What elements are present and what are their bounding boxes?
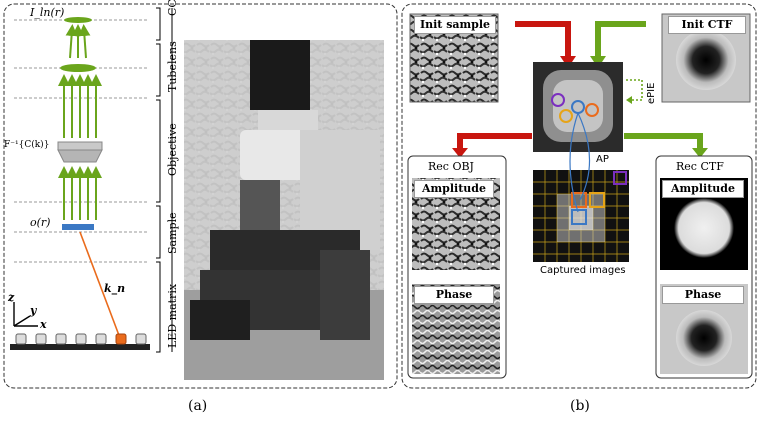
amplitude-ctf-title: Amplitude [662,180,744,198]
k-vector [79,231,121,339]
pupil-label: F⁻¹{C(k)} [4,140,50,150]
amplitude-obj-title: Amplitude [414,180,494,198]
axis-x-label: x [40,318,47,331]
rec-ctf-amplitude [674,198,734,258]
section-objective: Objective [166,123,179,176]
phase-obj-title: Phase [414,286,494,304]
axis-z-label: z [8,291,15,304]
ap-label: AP [596,154,609,165]
led-board [10,344,150,350]
object-label: o(r) [30,216,51,229]
section-ccd: CCD [166,0,179,16]
k-label: k_n [104,282,126,295]
epie-label: ePIE [646,82,657,104]
init-ctf-title: Init CTF [668,16,746,34]
objective-top [57,141,103,151]
caption-b: (b) [570,398,590,414]
ccd-ellipse [64,17,92,23]
axis-y-label: y [30,304,37,317]
rec-ctf-title: Rec CTF [676,160,724,173]
sample-slab [62,224,94,230]
rec-obj-title: Rec OBJ [428,160,474,173]
objective-body [57,149,103,163]
tubelens [60,64,96,72]
intensity-label: I_ln(r) [30,6,65,19]
caption-a: (a) [188,398,208,414]
section-tubelens: Tubelens [166,41,179,92]
section-led: LED matrix [166,283,179,348]
active-led [115,333,127,345]
init-sample-title: Init sample [414,16,496,34]
phase-ctf-title: Phase [662,286,744,304]
rec-ctf-phase [676,310,732,366]
section-sample: Sample [166,212,179,254]
captured-label: Captured images [540,265,626,276]
init-ctf-image [676,30,736,90]
